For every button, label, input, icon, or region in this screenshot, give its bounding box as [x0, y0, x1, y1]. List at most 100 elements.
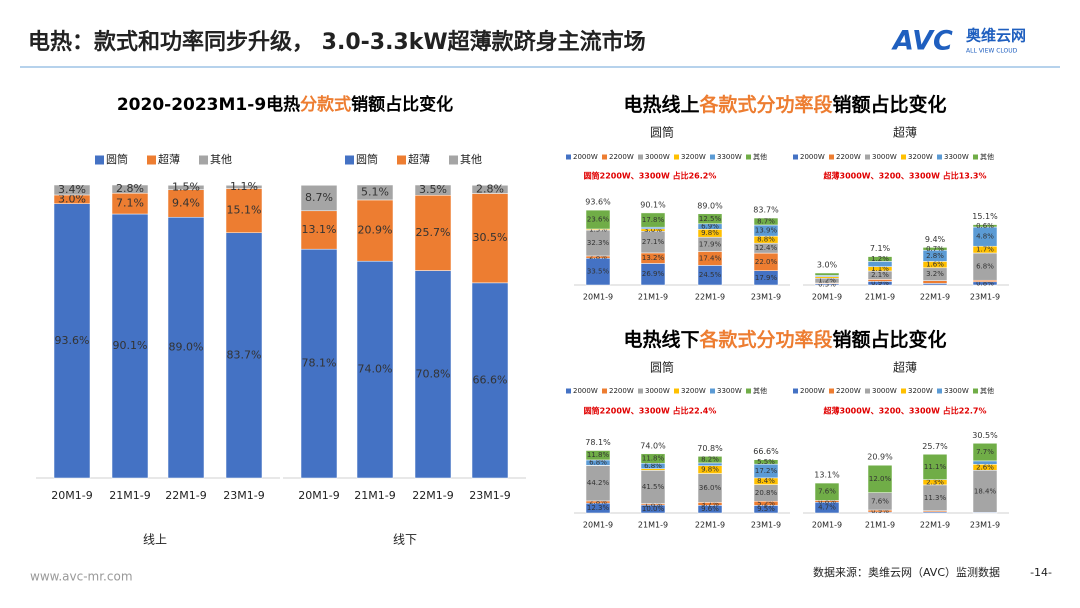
bar-segment [300, 248, 338, 479]
x-tick-label: 21M1-9 [638, 521, 668, 530]
total-label: 93.6% [585, 198, 611, 207]
bar-segment [972, 443, 998, 462]
data-label: 8.8% [757, 236, 775, 244]
annotation: 圆筒2200W、3300W 占比22.4% [584, 406, 717, 416]
total-label: 90.1% [640, 200, 666, 209]
legend-label: 3000W [645, 153, 670, 161]
group-label: 线下 [393, 533, 417, 547]
legend-swatch [937, 388, 942, 394]
data-label: 22.0% [755, 258, 778, 266]
bar-segment [111, 213, 149, 479]
bar-segment [356, 260, 394, 479]
legend-swatch [397, 155, 406, 165]
total-label: 30.5% [972, 431, 998, 440]
total-label: 74.0% [640, 441, 666, 450]
legend-label: 其他 [980, 152, 994, 161]
bar-segment [585, 229, 611, 257]
x-tick-label: 23M1-9 [751, 293, 781, 302]
data-label: 1.6% [926, 261, 944, 269]
legend-swatch [449, 155, 458, 165]
x-tick-label: 23M1-9 [223, 489, 264, 502]
bar-segment [53, 184, 91, 196]
data-label: 3.2% [926, 270, 944, 278]
data-label: 3.4% [58, 183, 86, 196]
legend-label: 2200W [836, 153, 861, 161]
chart-subtitle: 圆筒 [650, 125, 674, 140]
bar-segment [814, 482, 840, 501]
bar-segment [697, 213, 723, 225]
bar-segment [225, 185, 263, 189]
data-label: 0.3% [818, 280, 836, 288]
data-label: 20.8% [755, 489, 778, 497]
legend-label: 2000W [573, 387, 598, 395]
bar-segment [300, 210, 338, 250]
data-label: 13.1% [302, 223, 337, 236]
legend-label: 3300W [944, 153, 969, 161]
total-label: 7.1% [870, 244, 891, 253]
bar-segment [225, 232, 263, 479]
legend-label: 其他 [980, 386, 994, 395]
data-label: 2.8% [589, 253, 607, 261]
legend-label: 2000W [800, 387, 825, 395]
x-tick-label: 20M1-9 [812, 521, 842, 530]
annotation: 超薄3000W、3200、3300W 占比13.3% [823, 171, 987, 181]
legend-swatch [199, 155, 208, 165]
data-label: 2.8% [476, 182, 504, 195]
legend-label: 3000W [645, 387, 670, 395]
data-label: 13.9% [755, 227, 778, 235]
data-label: 6.8% [644, 462, 662, 470]
x-tick-label: 22M1-9 [695, 521, 725, 530]
bar-segment [697, 456, 723, 464]
footer-url: www.avc-mr.com [30, 570, 133, 584]
data-label: 78.1% [302, 357, 337, 370]
chart-subtitle: 超薄 [893, 125, 917, 140]
data-label: 25.7% [416, 226, 451, 239]
legend-swatch [674, 154, 679, 160]
legend-swatch [937, 154, 942, 160]
legend-label: 超薄 [408, 152, 430, 166]
data-label: 1.7% [976, 246, 994, 254]
data-label: 74.0% [358, 363, 393, 376]
legend-swatch [865, 388, 870, 394]
bar-segment [922, 280, 948, 284]
x-tick-label: 23M1-9 [970, 293, 1000, 302]
data-label: 11.3% [924, 494, 947, 502]
legend-swatch [865, 154, 870, 160]
data-label: 11.1% [924, 463, 947, 471]
title-part: 分款式 [300, 94, 351, 115]
data-label: 3.7% [701, 500, 719, 508]
slide-title: 电热：款式和功率同步升级， 3.0-3.3kW超薄款跻身主流市场 [28, 29, 646, 55]
chart-title: 电热线下各款式分功率段销额占比变化 [623, 328, 946, 351]
chart-subtitle: 圆筒 [650, 360, 674, 375]
bar-segment [753, 217, 779, 226]
legend-swatch [602, 388, 607, 394]
x-tick-label: 20M1-9 [51, 489, 92, 502]
data-label: 11.8% [587, 451, 610, 459]
legend-label: 圆筒 [356, 152, 378, 166]
bar-segment [53, 203, 91, 479]
data-label: 1.5% [172, 180, 200, 193]
data-label: 18.4% [974, 487, 997, 495]
annotation: 圆筒2200W、3300W 占比26.2% [584, 171, 717, 181]
total-label: 78.1% [585, 438, 611, 447]
bar-segment [111, 184, 149, 194]
data-label: 9.4% [172, 196, 200, 209]
legend-swatch [901, 154, 906, 160]
data-label: 11.8% [642, 455, 665, 463]
total-label: 3.0% [817, 261, 838, 270]
bar-segment [640, 226, 666, 230]
data-label: 1.2% [871, 255, 889, 263]
footer-source: 数据来源：奥维云网（AVC）监测数据 [813, 565, 1000, 579]
legend-swatch [638, 388, 643, 394]
group-label: 线上 [143, 533, 167, 547]
data-label: 6.9% [701, 223, 719, 231]
bar-segment [471, 185, 509, 194]
bar-segment [585, 465, 611, 502]
bar-segment [972, 460, 998, 465]
legend-swatch [793, 154, 798, 160]
x-tick-label: 22M1-9 [920, 521, 950, 530]
title-part: 各款式分功率段 [698, 93, 833, 116]
data-label: 9.5% [757, 505, 775, 513]
data-label: 3.5% [419, 183, 447, 196]
data-label: 0.8% [976, 279, 994, 287]
